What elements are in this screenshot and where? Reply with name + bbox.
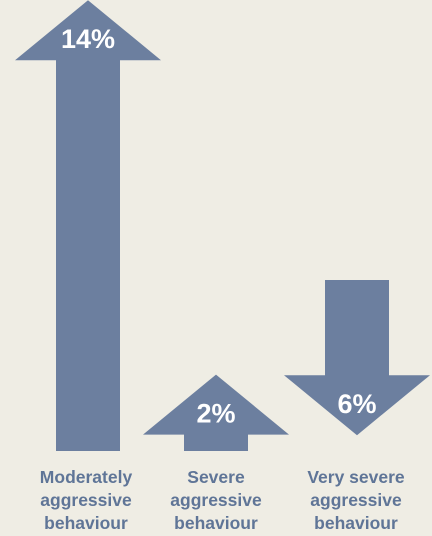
arrow-severe [143, 374, 289, 451]
category-label-severe: Severe aggressive behaviour [170, 467, 262, 533]
arrow-very-severe [284, 280, 430, 436]
value-label-severe: 2% [196, 399, 235, 429]
value-label-very-severe: 6% [337, 389, 376, 419]
arrow-moderate [15, 0, 161, 451]
value-label-moderate: 14% [61, 24, 115, 54]
category-label-moderate: Moderately aggressive behaviour [39, 467, 133, 533]
category-label-very-severe: Very severe aggressive behaviour [307, 467, 405, 533]
